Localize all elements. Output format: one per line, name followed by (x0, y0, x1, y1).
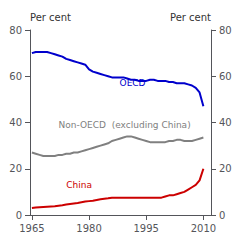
svg-text:2010: 2010 (191, 223, 216, 234)
svg-text:20: 20 (9, 163, 22, 174)
svg-text:40: 40 (219, 117, 232, 128)
svg-text:1995: 1995 (133, 223, 158, 234)
svg-text:40: 40 (9, 117, 22, 128)
svg-text:Per cent: Per cent (30, 12, 71, 23)
svg-text:1980: 1980 (76, 223, 101, 234)
svg-text:80: 80 (9, 25, 22, 36)
svg-text:Non-OECD (excluding China): Non-OECD (excluding China) (59, 120, 191, 130)
svg-text:20: 20 (219, 163, 232, 174)
svg-text:60: 60 (219, 71, 232, 82)
svg-text:OECD: OECD (120, 78, 146, 88)
svg-text:0: 0 (219, 210, 225, 221)
svg-text:60: 60 (9, 71, 22, 82)
svg-text:80: 80 (219, 25, 232, 36)
svg-text:Per cent: Per cent (170, 12, 211, 23)
svg-text:China: China (66, 180, 92, 190)
svg-text:0: 0 (16, 210, 22, 221)
svg-text:1965: 1965 (19, 223, 44, 234)
